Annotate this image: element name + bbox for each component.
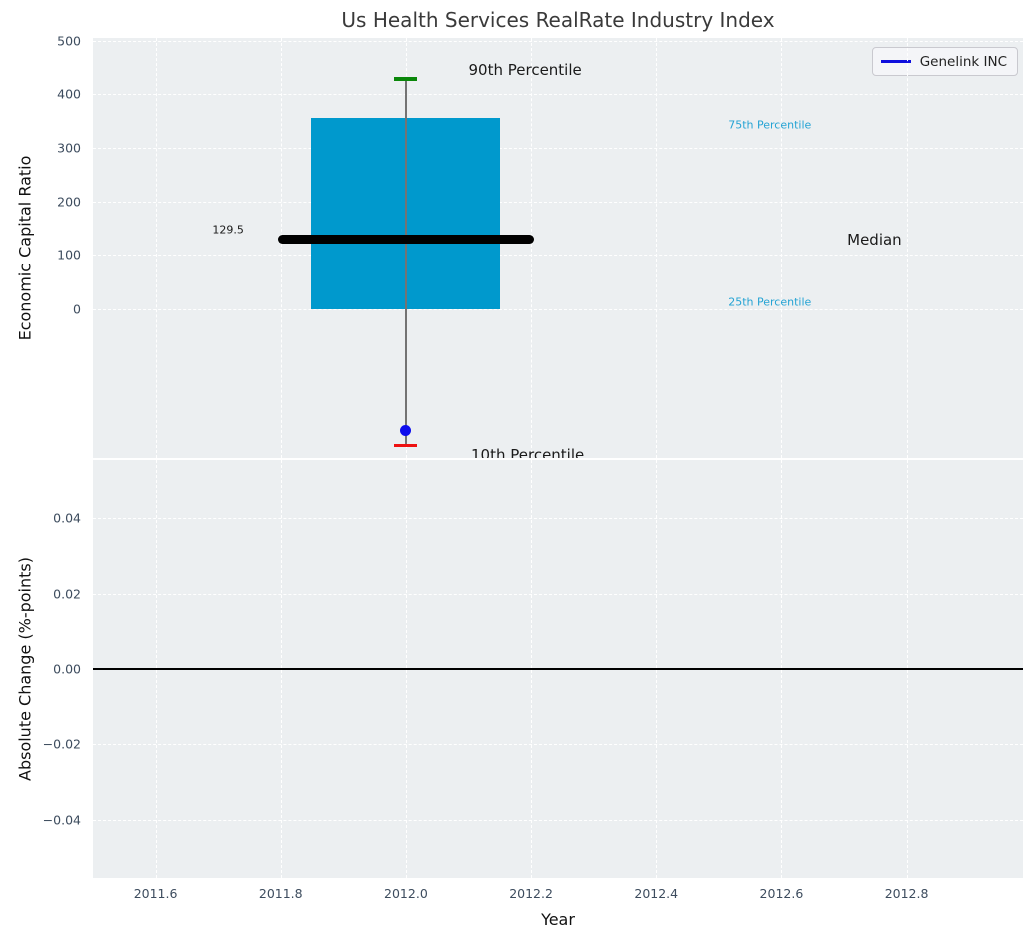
y-tick-label: 400 (57, 86, 81, 102)
gridline-x (280, 38, 282, 458)
annotation: 10th Percentile (471, 445, 585, 458)
chart-title: Us Health Services RealRate Industry Ind… (341, 8, 775, 32)
y-tick-label: 0.04 (53, 510, 81, 526)
legend: Genelink INC (871, 47, 1018, 76)
annotation: 75th Percentile (728, 118, 812, 132)
y-tick-label: −0.02 (42, 736, 81, 752)
gridline-y (93, 593, 1023, 595)
p90-cap (394, 77, 418, 81)
gridline-y (93, 147, 1023, 149)
gridline-y (93, 40, 1023, 42)
y-tick-label: 0.00 (53, 661, 81, 677)
gridline-y (93, 308, 1023, 310)
boxplot-median-line (278, 234, 534, 244)
x-tick-label: 2011.6 (133, 886, 178, 901)
y-tick-label: −0.04 (42, 812, 81, 828)
x-tick-label: 2012.0 (384, 886, 428, 901)
y-tick-label: 300 (57, 140, 81, 156)
boxplot-whisker (405, 78, 407, 446)
gridline-y (93, 518, 1023, 520)
p10-cap (394, 443, 418, 448)
gridline-y (93, 201, 1023, 203)
y-tick-label: 200 (57, 194, 81, 210)
gridline-y (93, 255, 1023, 257)
x-tick-label: 2012.4 (634, 886, 679, 901)
x-axis-label: Year (541, 910, 575, 929)
legend-label: Genelink INC (919, 53, 1007, 70)
x-tick-label: 2012.8 (884, 886, 929, 901)
gridline-y (93, 819, 1023, 821)
legend-line-sample (880, 60, 911, 63)
annotation: 129.5 (212, 223, 244, 237)
annotation: 90th Percentile (468, 60, 582, 79)
x-tick-label: 2011.8 (258, 886, 303, 901)
gridline-x (531, 38, 533, 458)
top-axes: Genelink INC 90th Percentile 75th Percent… (93, 38, 1023, 458)
x-tick-label: 2012.6 (759, 886, 804, 901)
y-tick-label: 0.02 (53, 586, 81, 602)
annotation: 25th Percentile (728, 295, 812, 309)
gridline-x (781, 38, 783, 458)
annotation: Median (847, 230, 902, 249)
gridline-x (906, 38, 908, 458)
bottom-axes (93, 460, 1023, 878)
y-tick-label: 0 (73, 301, 81, 317)
company-data-point (400, 425, 412, 437)
gridline-y (93, 744, 1023, 746)
gridline-x (155, 38, 157, 458)
y-tick-label: 500 (57, 33, 81, 49)
x-tick-label: 2012.2 (509, 886, 553, 901)
y-tick-label: 100 (57, 247, 81, 263)
zero-line (93, 668, 1023, 670)
gridline-x (656, 38, 658, 458)
gridline-y (93, 94, 1023, 96)
